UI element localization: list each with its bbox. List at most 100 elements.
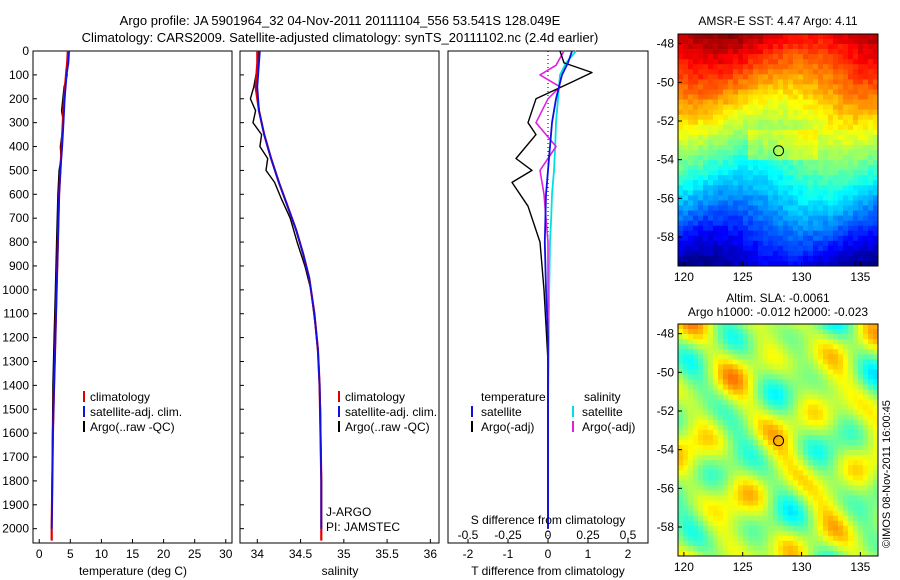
sla-cell [868,424,874,431]
sst-cell [743,114,749,121]
sst-cell [838,44,844,50]
sst-cell [873,94,879,100]
sla-cell [773,324,779,330]
sst-cell [843,114,849,121]
sst-cell [678,150,684,156]
sst-cell [763,255,769,262]
sst-cell [758,44,764,50]
sst-cell [813,160,819,166]
sla-cell [833,525,839,532]
sst-cell [698,190,704,196]
sst-cell [858,49,864,55]
sst-cell [778,215,784,221]
sst-cell [773,109,779,115]
sst-cell [853,144,859,151]
sla-cell [808,379,814,385]
sla-cell [738,429,744,436]
s-difference-label: S difference from climatology [471,513,626,527]
sst-cell [803,69,809,75]
sla-cell [713,429,719,436]
sst-cell [793,104,799,110]
sla-cell [778,540,784,547]
sst-cell [798,89,804,95]
sla-cell [708,344,714,350]
sla-cell [823,540,829,547]
sla-cell [838,414,844,421]
sst-cell [813,99,819,105]
sst-cell [698,89,704,95]
sla-cell [873,379,879,385]
sst-cell [818,99,824,105]
sst-cell [803,200,809,206]
sla-cell [688,455,694,461]
sst-cell [703,64,709,70]
sst-cell [723,109,729,115]
sst-cell [703,165,709,171]
sla-cell [863,324,869,330]
sst-cell [753,210,759,216]
sst-cell [853,200,859,206]
sla-cell [828,384,834,390]
sla-cell [813,369,819,375]
sla-cell [833,520,839,527]
sla-cell [738,465,744,471]
sst-cell [778,79,784,85]
sst-cell [838,119,844,126]
sst-cell [773,119,779,126]
sla-cell [838,495,844,501]
sla-cell [728,460,734,466]
sst-cell [828,230,834,237]
sla-cell [828,515,834,521]
sla-cell [873,344,879,350]
sst-cell [703,129,709,136]
sst-cell [763,119,769,126]
sla-cell [753,545,759,552]
sla-cell [808,429,814,436]
sla-cell [838,465,844,471]
sst-cell [828,124,834,131]
sst-cell [693,139,699,146]
sst-cell [798,139,804,146]
sla-cell [773,409,779,416]
sst-cell [758,185,764,191]
sla-cell [788,525,794,532]
sla-cell [808,339,814,345]
sla-cell [768,374,774,380]
sst-cell [713,34,719,40]
sst-cell [843,69,849,75]
sla-cell [763,455,769,461]
sst-cell [853,99,859,105]
sla-cell [688,525,694,532]
sla-cell [773,515,779,521]
sla-cell [728,510,734,516]
sla-cell [758,344,764,350]
sst-cell [683,245,689,252]
sst-cell [818,59,824,65]
sla-cell [798,344,804,350]
t-diff-x-tick-label: 1 [585,547,592,561]
sla-cell [813,379,819,385]
difference-plot-area [511,50,593,543]
sla-cell [738,460,744,466]
sst-cell [693,104,699,110]
sst-cell [843,144,849,151]
sla-cell [723,394,729,400]
sla-cell [813,445,819,451]
sla-cell [793,399,799,405]
sla-cell [753,379,759,385]
sla-cell [788,480,794,486]
sla-cell [838,490,844,496]
sst-cell [853,89,859,95]
sst-cell [778,225,784,231]
sla-cell [843,460,849,466]
sst-cell [828,144,834,151]
sla-cell [693,495,699,501]
sla-cell [723,455,729,461]
sla-cell [768,520,774,527]
sla-cell [768,505,774,511]
sst-cell [708,144,714,151]
sst-cell [833,250,839,257]
sst-cell [798,200,804,206]
sst-cell [808,44,814,50]
sla-cell [768,510,774,516]
